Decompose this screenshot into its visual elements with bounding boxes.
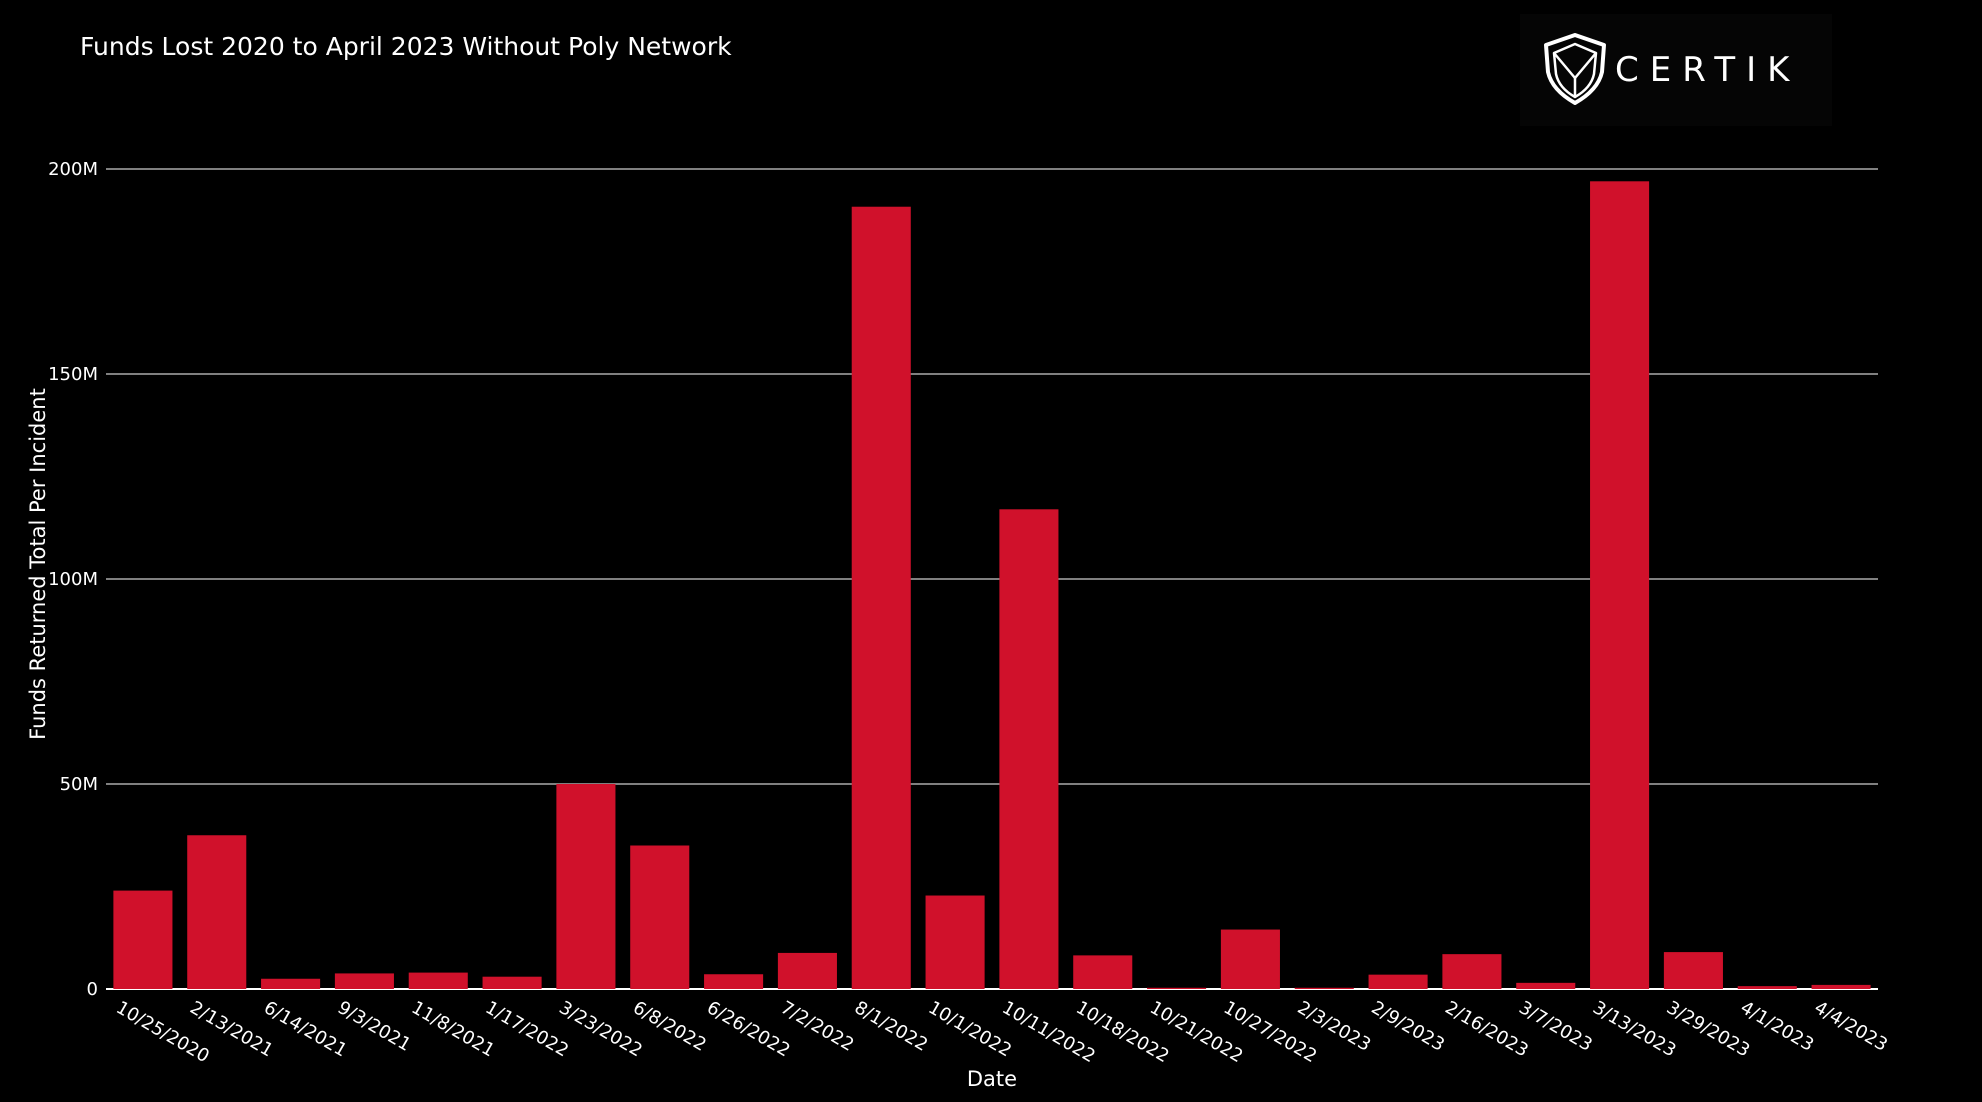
bar xyxy=(1220,929,1280,989)
bar xyxy=(408,972,468,989)
bar xyxy=(1368,974,1428,989)
x-tick-label: 6/26/2022 xyxy=(703,997,793,1061)
y-axis-ticks: 0 50M 100M 150M 200M xyxy=(48,159,98,1000)
bar xyxy=(630,845,690,989)
bar xyxy=(1073,955,1133,989)
y-tick-label: 100M xyxy=(48,569,98,590)
bar xyxy=(1663,952,1723,989)
x-tick-label: 8/1/2022 xyxy=(851,997,932,1056)
certik-logo-text: CERTIK xyxy=(1615,50,1801,90)
bar xyxy=(925,895,985,989)
x-tick-label: 3/23/2022 xyxy=(555,997,645,1061)
bar xyxy=(1811,984,1871,989)
y-tick-label: 200M xyxy=(48,159,98,180)
bar xyxy=(556,784,616,989)
x-tick-label: 6/14/2021 xyxy=(260,997,350,1061)
x-tick-label: 3/13/2023 xyxy=(1589,997,1679,1061)
y-axis-title: Funds Returned Total Per Incident xyxy=(26,388,50,740)
x-axis-ticks: 10/25/20202/13/20216/14/20219/3/202111/8… xyxy=(112,997,1891,1067)
bar xyxy=(1590,181,1650,990)
x-tick-label: 3/29/2023 xyxy=(1663,997,1753,1061)
bar xyxy=(334,973,394,989)
bar xyxy=(999,509,1059,989)
x-tick-label: 10/1/2022 xyxy=(925,997,1015,1061)
y-tick-label: 0 xyxy=(87,979,98,1000)
certik-logo: CERTIK xyxy=(1520,14,1832,126)
bar xyxy=(1147,987,1207,989)
bar xyxy=(1737,986,1797,989)
bar xyxy=(113,890,173,989)
bar xyxy=(187,835,247,989)
bar xyxy=(1294,987,1354,989)
bar xyxy=(261,978,321,989)
x-tick-label: 1/17/2022 xyxy=(482,997,572,1061)
y-tick-label: 150M xyxy=(48,364,98,385)
x-tick-label: 2/9/2023 xyxy=(1368,997,1449,1056)
chart-title: Funds Lost 2020 to April 2023 Without Po… xyxy=(80,32,732,61)
bar xyxy=(851,206,911,990)
certik-shield-icon xyxy=(1544,33,1606,105)
x-axis-title: Date xyxy=(967,1067,1017,1091)
x-tick-label: 11/8/2021 xyxy=(408,997,498,1061)
bars xyxy=(113,181,1871,990)
bar xyxy=(1516,982,1576,989)
x-tick-label: 2/16/2023 xyxy=(1441,997,1531,1061)
bar xyxy=(704,974,764,989)
bar xyxy=(777,952,837,989)
bar xyxy=(1442,954,1502,989)
y-tick-label: 50M xyxy=(60,774,98,795)
x-tick-label: 4/4/2023 xyxy=(1811,997,1892,1056)
gridlines xyxy=(106,168,1878,990)
bar xyxy=(482,976,542,989)
